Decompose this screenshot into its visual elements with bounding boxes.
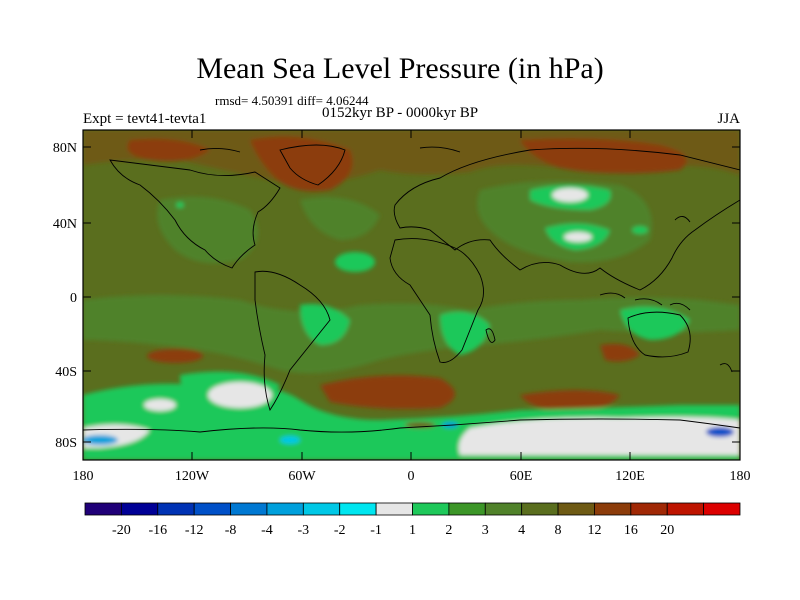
siberia-high-anomaly	[520, 138, 687, 174]
south-america-coast	[254, 270, 331, 412]
south-indian-high-anomaly	[520, 390, 620, 412]
lat-label-0: 0	[70, 291, 77, 306]
latitude-labels: 80N 40N 0 40S 80S	[53, 141, 77, 451]
colorbar-box-12	[521, 502, 559, 516]
coastlines	[83, 144, 740, 433]
colorbar-label-11: 4	[518, 523, 525, 538]
tibet-low-center	[564, 232, 592, 242]
south-atlantic-high-anomaly	[320, 375, 455, 410]
africa-coast	[389, 238, 484, 363]
weddell-low-center	[144, 399, 176, 411]
antarctic-low-center	[458, 416, 740, 455]
colorbar-box-4	[230, 502, 268, 516]
lat-label-40s: 40S	[55, 365, 77, 380]
lon-label-60w: 60W	[288, 469, 316, 484]
field-contours	[83, 130, 740, 460]
siberia-low-speck	[632, 226, 648, 234]
nw-arctic-anomaly	[127, 138, 210, 162]
colorbar-box-3	[193, 502, 231, 516]
colorbar-box-15	[630, 502, 668, 516]
colorbar-box-11	[484, 502, 523, 516]
arctic-islands-coast	[199, 146, 461, 153]
east-indian-high-anomaly	[600, 343, 640, 362]
australia-coast	[627, 311, 691, 358]
japan-coast	[674, 216, 691, 223]
lon-label-120e: 120E	[615, 469, 645, 484]
greenland-coast	[279, 144, 346, 186]
colorbar-box-7	[339, 502, 377, 516]
top-ticks	[191, 130, 631, 138]
colorbar-label-9: 2	[445, 523, 452, 538]
colorbar-label-12: 8	[555, 523, 562, 538]
colorbar-box-5	[266, 502, 304, 516]
experiment-label: Expt = tevt41-tevta1	[83, 111, 207, 127]
lat-label-40n: 40N	[53, 217, 77, 232]
tropical-low-band	[83, 295, 740, 374]
pressure-anomaly-field	[83, 130, 740, 460]
atlantic-low-speck	[176, 202, 184, 208]
lon-label-120w: 120W	[175, 469, 210, 484]
lon-label-180e: 180	[730, 469, 751, 484]
colorbar-box-10	[448, 502, 486, 516]
colorbar-box-2	[157, 502, 195, 516]
colorbar-label-14: 16	[624, 523, 638, 538]
colorbar-label-7: -1	[370, 523, 382, 538]
south-america-low-core	[300, 304, 350, 345]
africa-low-core	[440, 311, 490, 355]
colorbar-box-13	[557, 502, 595, 516]
left-ticks	[83, 146, 91, 443]
madagascar-coast	[485, 328, 496, 343]
colorbar-label-1: -16	[148, 523, 167, 538]
lon-label-180w: 180	[73, 469, 94, 484]
south-pacific-low-center	[208, 382, 272, 408]
colorbar-box-0	[84, 502, 122, 516]
colorbar-box-14	[594, 502, 632, 516]
colorbar-label-4: -4	[261, 523, 273, 538]
axis-ticks	[83, 130, 740, 460]
colorbar-label-5: -3	[297, 523, 309, 538]
colorbar-box-8	[375, 502, 413, 516]
lon-label-0: 0	[408, 469, 415, 484]
colorbar-box-9	[412, 502, 450, 516]
season-label: JJA	[717, 111, 740, 127]
colorbar-label-2: -12	[185, 523, 204, 538]
colorbar-label-6: -2	[334, 523, 346, 538]
antarctic-extreme-low-1	[83, 435, 118, 445]
indonesia-coast	[599, 292, 691, 311]
right-ticks	[732, 146, 740, 443]
lat-label-80n: 80N	[53, 141, 77, 156]
map-title: Mean Sea Level Pressure (in hPa)	[196, 52, 604, 85]
period-label: 0152kyr BP - 0000kyr BP	[321, 105, 479, 121]
south-pacific-high-anomaly	[147, 349, 203, 363]
colorbar: -20 -16 -12 -8 -4 -3 -2 -1 1 2 3 4 8 12 16 20	[84, 502, 741, 538]
new-zealand-coast	[719, 363, 733, 373]
colorbar-box-6	[302, 502, 341, 516]
antarctica-coast	[83, 418, 740, 433]
bottom-ticks	[191, 452, 631, 460]
colorbar-label-8: 1	[409, 523, 416, 538]
mongolia-low-center	[552, 188, 588, 202]
colorbar-box-17	[703, 502, 741, 516]
colorbar-label-0: -20	[112, 523, 131, 538]
north-america-low-anomaly	[157, 196, 258, 264]
colorbar-label-10: 3	[482, 523, 489, 538]
antarctic-extreme-low-3	[706, 427, 734, 437]
stats-line: rmsd= 4.50391 diff= 4.06244	[215, 93, 369, 108]
colorbar-label-13: 12	[587, 523, 601, 538]
colorbar-label-3: -8	[225, 523, 237, 538]
north-atlantic-low-anomaly	[300, 197, 380, 240]
longitude-labels: 180 120W 60W 0 60E 120E 180	[73, 469, 751, 484]
lon-label-60e: 60E	[510, 469, 533, 484]
north-america-coast	[109, 159, 281, 269]
eurasia-coast	[393, 147, 740, 291]
lat-label-80s: 80S	[55, 436, 77, 451]
atlantic-low-core	[335, 252, 375, 272]
antarctic-extreme-low-2	[280, 436, 300, 444]
colorbar-box-16	[666, 502, 705, 516]
colorbar-label-15: 20	[660, 523, 674, 538]
colorbar-box-1	[120, 502, 159, 516]
